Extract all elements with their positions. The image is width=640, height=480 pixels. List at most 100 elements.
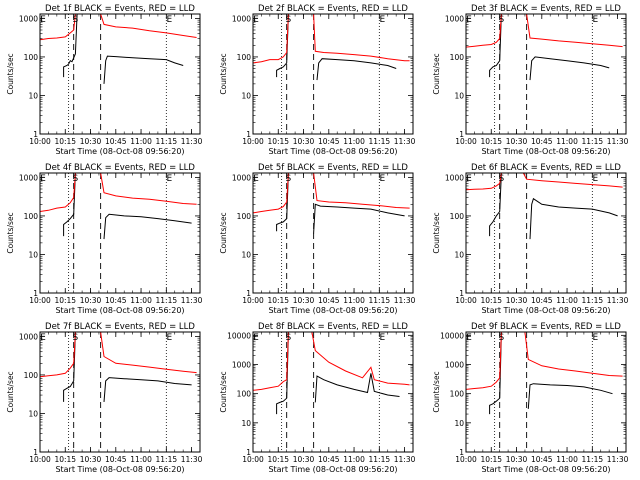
plot-frame bbox=[252, 331, 414, 453]
event-marker-e: E bbox=[253, 333, 259, 343]
y-tick-label: 10 bbox=[28, 91, 38, 100]
y-tick-label: 100 bbox=[450, 390, 465, 399]
series-events-line bbox=[103, 55, 184, 84]
chart-panel-1: Det 1f BLACK = Events, RED = LLD Counts/s… bbox=[6, 4, 203, 156]
x-tick-label: 10:30 bbox=[80, 137, 102, 146]
y-tick-label: 1 bbox=[33, 448, 38, 457]
plot-frame bbox=[39, 13, 201, 135]
x-tick-label: 10:45 bbox=[531, 455, 553, 464]
event-marker-s: S bbox=[499, 333, 505, 343]
chart-panel-4: Det 4f BLACK = Events, RED = LLD Counts/s… bbox=[6, 163, 203, 315]
chart-title: Det 3f BLACK = Events, RED = LLD bbox=[471, 4, 621, 14]
y-tick-label: 100 bbox=[450, 212, 465, 221]
chart-title: Det 4f BLACK = Events, RED = LLD bbox=[45, 163, 195, 173]
series-events-line bbox=[103, 213, 192, 240]
event-marker-e: E bbox=[592, 333, 598, 343]
x-tick-label: 11:00 bbox=[130, 137, 152, 146]
event-marker-e: E bbox=[166, 15, 172, 25]
y-tick-label: 1 bbox=[246, 448, 251, 457]
y-tick-label: 1000 bbox=[19, 332, 38, 341]
event-marker-e: E bbox=[166, 174, 172, 184]
series-lld-line bbox=[311, 331, 410, 386]
event-marker-s: S bbox=[286, 333, 292, 343]
x-tick-label: 11:30 bbox=[181, 455, 203, 464]
y-tick-label: 10 bbox=[241, 250, 251, 259]
x-tick-label: 10:30 bbox=[293, 455, 315, 464]
event-marker-e: E bbox=[466, 15, 472, 25]
x-tick-label: 11:30 bbox=[181, 137, 203, 146]
series-events-line bbox=[489, 172, 502, 237]
series-events-line bbox=[527, 383, 613, 409]
series-events-line bbox=[63, 13, 78, 78]
x-tick-label: 11:30 bbox=[394, 137, 416, 146]
x-tick-label: 10:00 bbox=[242, 455, 264, 464]
y-tick-label: 10000 bbox=[440, 331, 464, 340]
chart-panel-8: Det 8f BLACK = Events, RED = LLD Counts/s… bbox=[219, 322, 416, 474]
plot-frame bbox=[39, 331, 201, 453]
x-tick-label: 11:00 bbox=[343, 455, 365, 464]
x-axis-label: Start Time (08-Oct-08 09:56:20) bbox=[481, 465, 610, 474]
event-marker-s: S bbox=[286, 174, 292, 184]
chart-title: Det 5f BLACK = Events, RED = LLD bbox=[258, 163, 408, 173]
x-tick-label: 10:30 bbox=[506, 296, 528, 305]
x-tick-label: 10:00 bbox=[455, 455, 477, 464]
chart-panel-9: Det 9f BLACK = Events, RED = LLD Counts/s… bbox=[432, 322, 629, 474]
plot-frame bbox=[465, 172, 627, 294]
x-axis-label: Start Time (08-Oct-08 09:56:20) bbox=[55, 147, 184, 156]
x-tick-label: 10:30 bbox=[506, 455, 528, 464]
x-tick-label: 10:15 bbox=[54, 137, 76, 146]
y-axis-label: Counts/sec bbox=[219, 371, 228, 412]
x-tick-label: 11:15 bbox=[582, 137, 604, 146]
chart-title: Det 6f BLACK = Events, RED = LLD bbox=[471, 163, 621, 173]
x-tick-label: 10:45 bbox=[105, 455, 127, 464]
y-tick-label: 1000 bbox=[232, 14, 251, 23]
y-tick-label: 10 bbox=[241, 419, 251, 428]
event-marker-e: E bbox=[379, 15, 385, 25]
series-lld-line bbox=[39, 331, 76, 378]
y-tick-label: 100 bbox=[237, 53, 252, 62]
plot-frame bbox=[465, 13, 627, 135]
x-tick-label: 11:30 bbox=[607, 137, 629, 146]
chart-title: Det 2f BLACK = Events, RED = LLD bbox=[258, 4, 408, 14]
series-lld-line bbox=[100, 13, 197, 38]
chart-panel-7: Det 7f BLACK = Events, RED = LLD Counts/s… bbox=[6, 322, 203, 474]
event-marker-s: S bbox=[73, 174, 79, 184]
y-tick-label: 1 bbox=[33, 289, 38, 298]
series-events-line bbox=[529, 197, 618, 240]
series-lld-line bbox=[100, 172, 197, 205]
x-tick-label: 11:00 bbox=[556, 137, 578, 146]
event-marker-e: E bbox=[592, 174, 598, 184]
y-tick-label: 1 bbox=[459, 448, 464, 457]
plot-frame bbox=[39, 172, 201, 294]
x-tick-label: 10:30 bbox=[293, 296, 315, 305]
x-tick-label: 11:15 bbox=[369, 296, 391, 305]
x-tick-label: 10:30 bbox=[293, 137, 315, 146]
y-tick-label: 100 bbox=[24, 371, 39, 380]
y-tick-label: 1000 bbox=[232, 360, 251, 369]
x-tick-label: 11:00 bbox=[343, 137, 365, 146]
y-tick-label: 1 bbox=[33, 130, 38, 139]
event-marker-s: S bbox=[286, 15, 292, 25]
series-lld-line bbox=[39, 13, 76, 41]
x-tick-label: 11:15 bbox=[582, 296, 604, 305]
event-marker-e: E bbox=[40, 174, 46, 184]
x-tick-label: 10:15 bbox=[480, 296, 502, 305]
x-tick-label: 11:00 bbox=[556, 296, 578, 305]
series-events-line bbox=[314, 373, 400, 403]
series-events-line bbox=[313, 203, 405, 234]
series-events-line bbox=[489, 331, 502, 415]
x-tick-label: 11:30 bbox=[394, 455, 416, 464]
series-events-line bbox=[63, 331, 76, 402]
x-tick-label: 11:15 bbox=[156, 296, 178, 305]
series-events-line bbox=[63, 172, 76, 237]
series-lld-line bbox=[252, 13, 289, 64]
chart-title: Det 7f BLACK = Events, RED = LLD bbox=[45, 322, 195, 332]
x-tick-label: 11:00 bbox=[556, 455, 578, 464]
series-lld-line bbox=[252, 172, 289, 214]
y-tick-label: 10 bbox=[28, 409, 38, 418]
series-events-line bbox=[276, 172, 289, 232]
x-tick-label: 10:00 bbox=[455, 296, 477, 305]
x-axis-label: Start Time (08-Oct-08 09:56:20) bbox=[481, 147, 610, 156]
series-lld-line bbox=[100, 331, 197, 374]
